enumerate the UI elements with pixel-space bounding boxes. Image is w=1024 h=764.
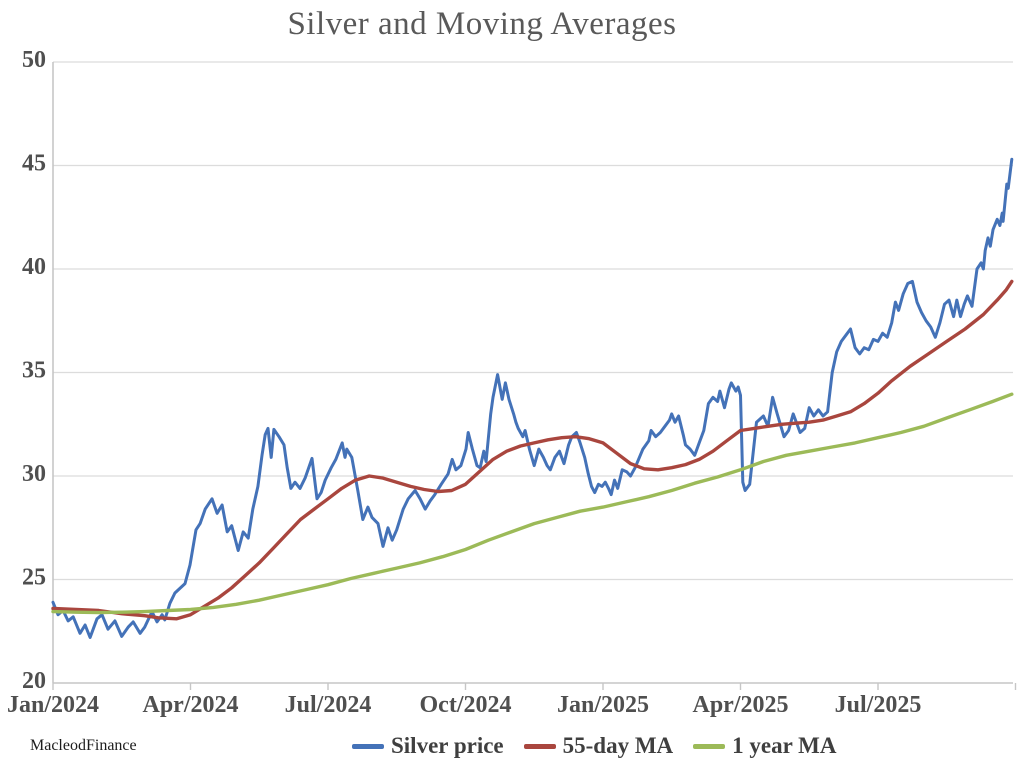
y-tick-label-45: 45	[22, 151, 46, 177]
x-tick-label-Jul-2025: Jul/2025	[835, 692, 922, 718]
watermark: MacleodFinance	[30, 737, 137, 754]
y-tick-label-50: 50	[22, 47, 46, 73]
x-tick-label-Apr-2024: Apr/2024	[142, 692, 238, 718]
legend-item-1-year-ma: 1 year MA	[693, 733, 837, 759]
y-tick-label-40: 40	[22, 254, 46, 280]
x-tick-label-Oct-2024: Oct/2024	[420, 692, 512, 718]
legend-item-55-day-ma: 55-day MA	[523, 733, 674, 759]
1-year-ma-line	[51, 392, 1014, 615]
y-tick-label-20: 20	[22, 668, 46, 694]
legend: Silver price 55-day MA 1 year MA	[352, 733, 837, 759]
x-tick-label-Jan-2025: Jan/2025	[557, 692, 649, 718]
55-day-ma-line	[51, 279, 1014, 621]
silver-price-swatch-icon	[352, 743, 384, 749]
legend-label-1-year-ma: 1 year MA	[732, 733, 837, 758]
legend-item-silver-price: Silver price	[352, 733, 504, 759]
55-day-ma-swatch-icon	[523, 743, 556, 749]
y-tick-label-25: 25	[22, 565, 46, 591]
x-tick-label-Jul-2024: Jul/2024	[285, 692, 372, 718]
y-tick-label-30: 30	[22, 461, 46, 487]
1-year-ma-swatch-icon	[693, 743, 726, 749]
silver-price-line	[51, 157, 1014, 639]
legend-label-55-day-ma: 55-day MA	[562, 733, 674, 758]
y-tick-label-35: 35	[22, 358, 46, 384]
x-tick-label-Jan-2024: Jan/2024	[7, 692, 99, 718]
x-tick-label-Apr-2025: Apr/2025	[692, 692, 788, 718]
legend-label-silver-price: Silver price	[391, 733, 504, 758]
chart-title: Silver and Moving Averages	[287, 6, 677, 42]
